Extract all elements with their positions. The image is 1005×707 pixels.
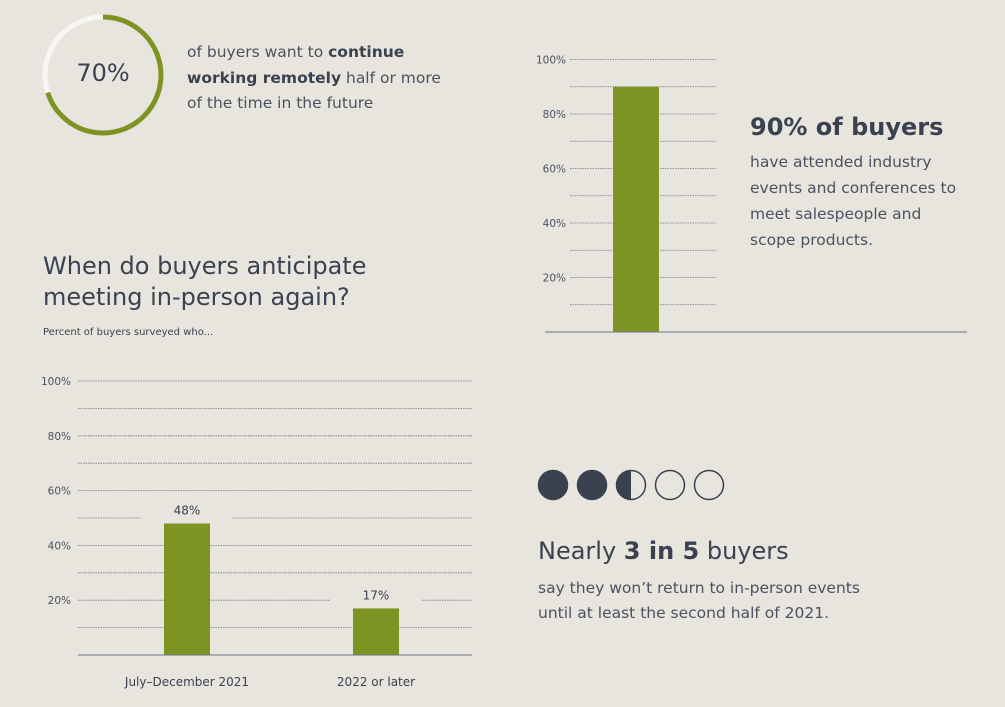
y-tick-label: 100% bbox=[536, 55, 566, 67]
y-tick-label: 100% bbox=[41, 376, 71, 388]
nearly-title: Nearly 3 in 5 buyers bbox=[538, 537, 789, 565]
remote-stat-text: of buyers want to continue working remot… bbox=[187, 40, 447, 117]
text-bold: continue working remotely bbox=[187, 43, 405, 87]
nearly-text: say they won’t return to in-person event… bbox=[538, 579, 860, 622]
events-title: 90% of buyers bbox=[750, 113, 944, 141]
data-label: 48% bbox=[174, 503, 201, 517]
y-tick-label: 80% bbox=[48, 431, 71, 443]
data-label: 17% bbox=[363, 588, 390, 602]
x-category-label: July–December 2021 bbox=[124, 675, 249, 689]
question-title: When do buyers anticipate meeting in-per… bbox=[43, 252, 367, 311]
y-tick-label: 40% bbox=[543, 218, 566, 230]
person-dot-icon bbox=[654, 469, 686, 501]
y-tick-label: 20% bbox=[543, 273, 566, 285]
question-subtitle: Percent of buyers surveyed who... bbox=[43, 327, 214, 338]
person-dot-icon bbox=[537, 469, 569, 501]
x-category-label: 2022 or later bbox=[337, 675, 415, 689]
bar bbox=[164, 523, 210, 655]
nearly-bold: 3 in 5 bbox=[623, 537, 700, 565]
bar bbox=[353, 608, 399, 655]
ring-progress bbox=[42, 14, 164, 136]
y-tick-label: 60% bbox=[48, 486, 71, 498]
person-dot-icon bbox=[576, 469, 608, 501]
text-post: half or more of the time in the future bbox=[187, 68, 441, 113]
ring-value: 70% bbox=[76, 59, 130, 87]
y-tick-label: 80% bbox=[543, 109, 566, 121]
y-tick-label: 20% bbox=[48, 595, 71, 607]
events-text: have attended industry events and confer… bbox=[750, 153, 957, 249]
text-pre: of buyers want to bbox=[187, 43, 329, 61]
y-tick-label: 60% bbox=[543, 164, 566, 176]
nearly-post: buyers bbox=[699, 537, 789, 565]
person-dot-icon bbox=[693, 469, 725, 501]
nearly-pre: Nearly bbox=[538, 537, 624, 565]
bar bbox=[613, 86, 659, 332]
half-dot-fill bbox=[616, 470, 631, 500]
y-tick-label: 40% bbox=[48, 540, 71, 552]
